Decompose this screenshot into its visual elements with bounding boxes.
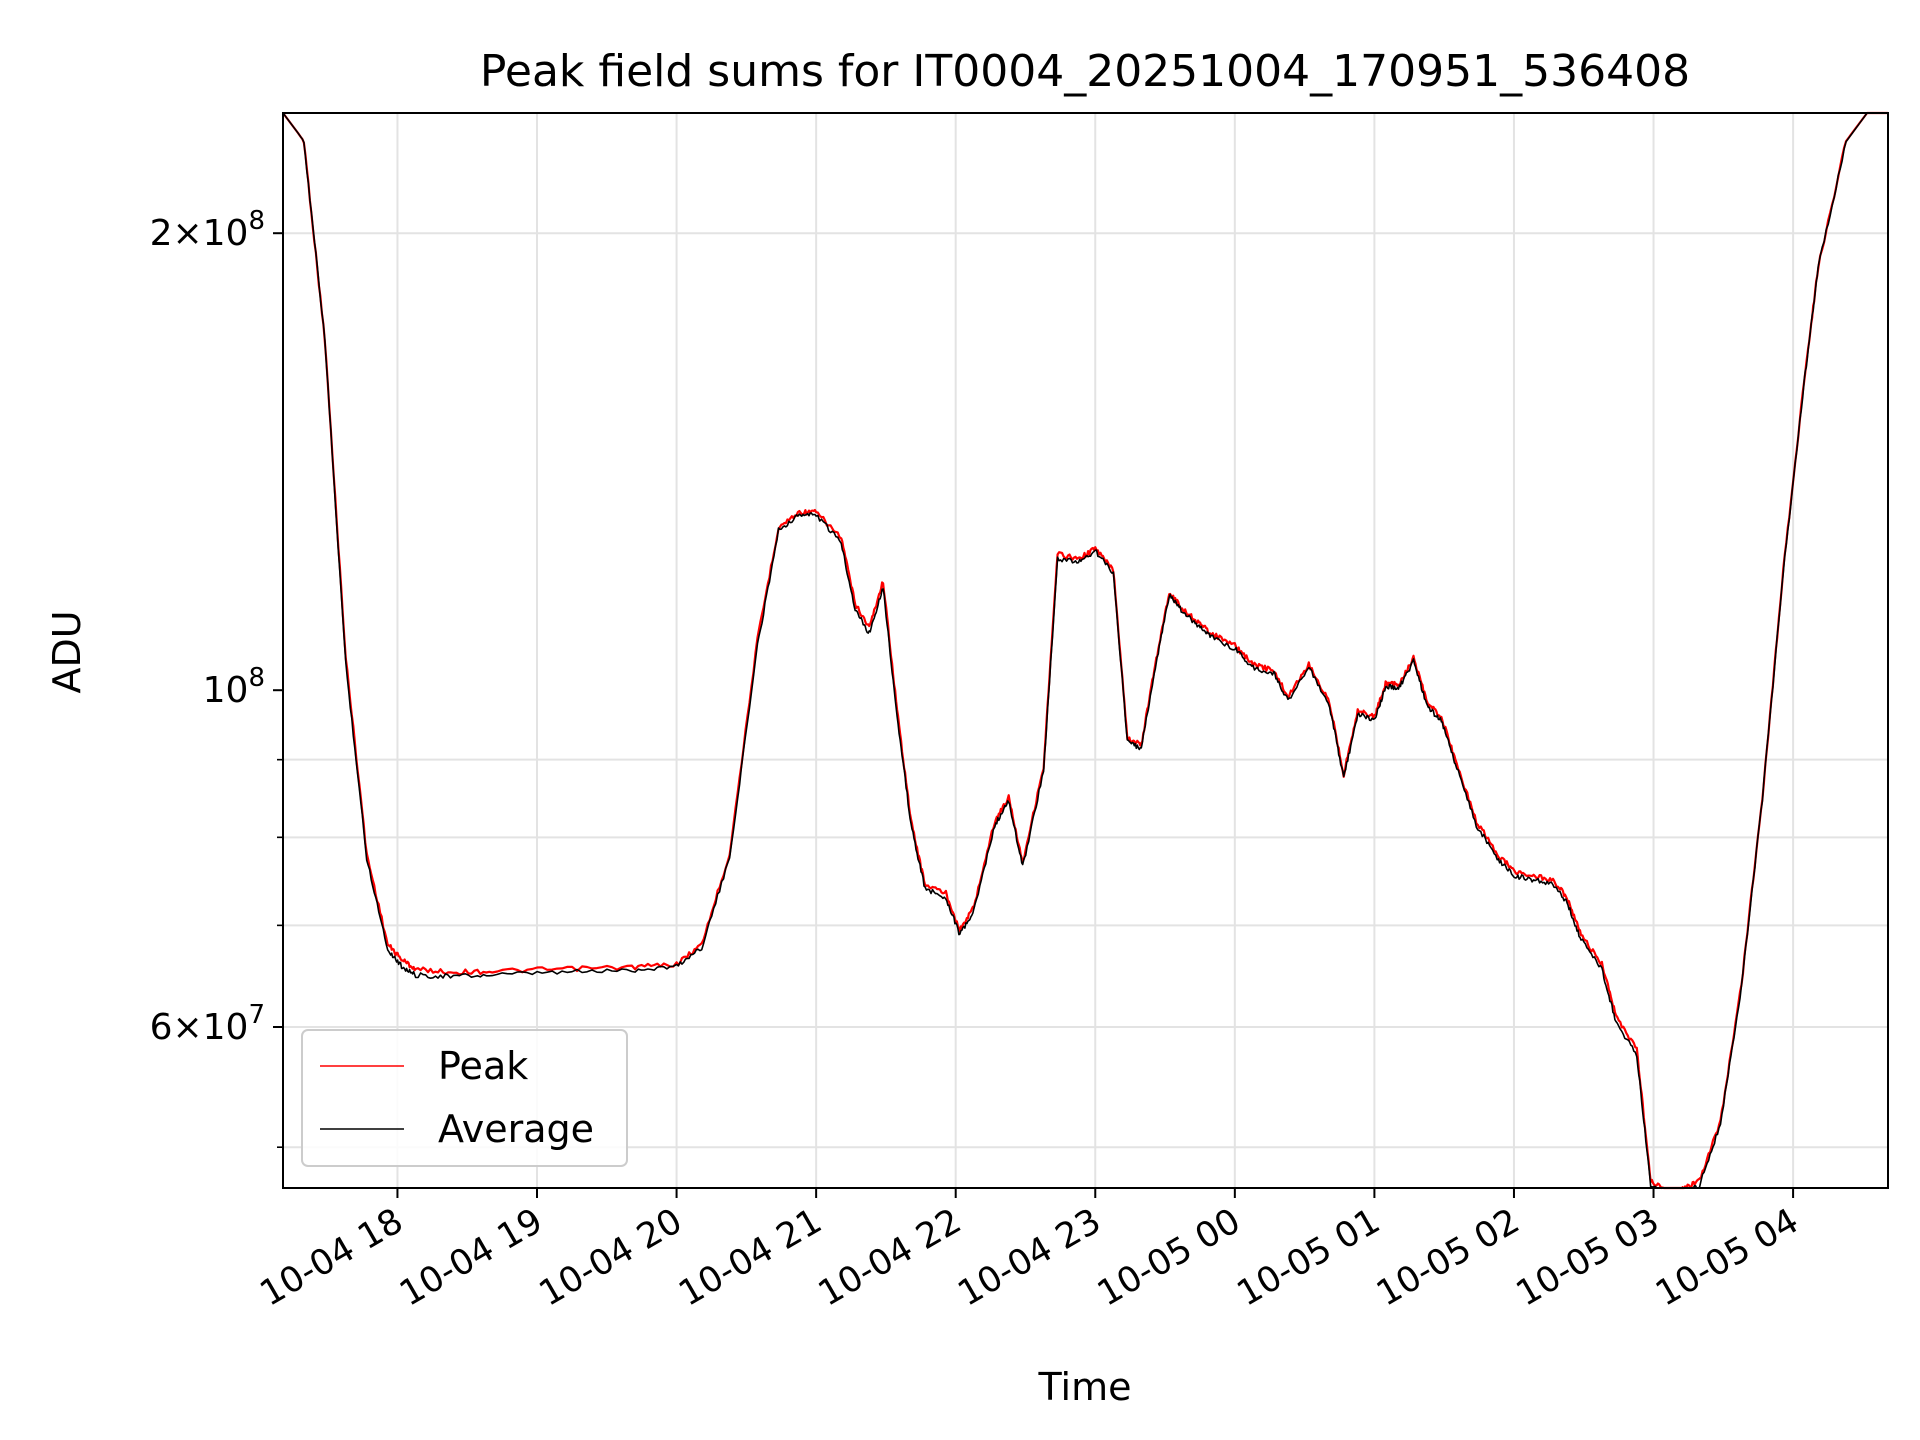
y-axis-label: ADU — [45, 610, 89, 693]
legend-average-label: Average — [438, 1107, 594, 1151]
y-tick-label: 6×107 — [150, 1000, 265, 1048]
chart-title: Peak field sums for IT0004_20251004_1709… — [480, 46, 1690, 97]
series-line-average — [282, 112, 1888, 1189]
x-axis-label: Time — [1038, 1365, 1132, 1409]
y-tick-label: 2×108 — [150, 206, 265, 254]
y-tick-label: 108 — [203, 663, 265, 711]
legend: Peak Average — [301, 1029, 628, 1167]
y-axis-ticks: 2×108 108 6×107 — [150, 206, 283, 1149]
legend-box — [301, 1029, 628, 1167]
legend-peak-label: Peak — [438, 1044, 528, 1088]
grid — [283, 113, 1888, 1188]
series-lines — [282, 111, 1888, 1190]
plot-frame — [282, 112, 1889, 1189]
